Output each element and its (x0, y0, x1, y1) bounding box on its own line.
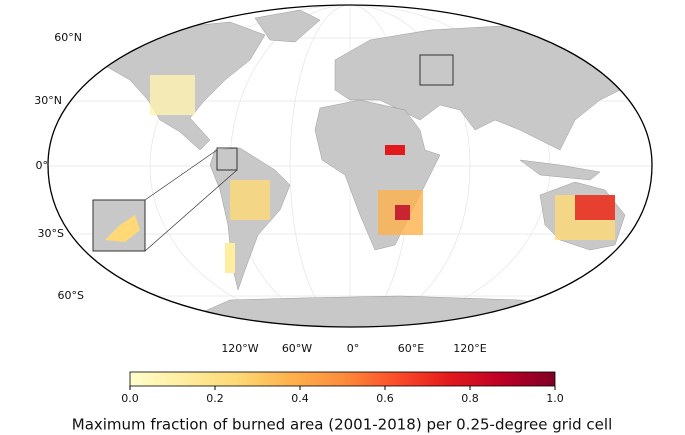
colorbar-gradient (129, 371, 556, 387)
lon-label: 60°E (398, 342, 424, 355)
colorbar-tick-label: 0.8 (461, 392, 479, 405)
lat-label: 30°N (34, 94, 62, 107)
lat-label: 30°S (38, 227, 64, 240)
lon-label: 60°W (282, 342, 312, 355)
inset-line (144, 169, 238, 252)
globe-outline (47, 4, 653, 328)
colorbar-tick-label: 0.6 (376, 392, 394, 405)
inset-burn (105, 215, 140, 242)
land (94, 9, 641, 327)
lat-label: 60°N (54, 31, 82, 44)
colorbar-tick-label: 1.0 (546, 392, 564, 405)
colorbar-tick-label: 0.2 (206, 392, 224, 405)
lon-label: 120°W (221, 342, 258, 355)
colorbar-label: Maximum fraction of burned area (2001-20… (72, 416, 612, 434)
inset-marker (419, 54, 454, 86)
lat-labels: 60°N 30°N 0° 30°S 60°S (34, 31, 84, 302)
map (47, 4, 653, 328)
lat-label: 60°S (58, 289, 84, 302)
colorbar: 0.0 0.2 0.4 0.6 0.8 1.0 (121, 371, 564, 405)
lon-label: 0° (347, 342, 360, 355)
lon-labels: 120°W 60°W 0° 60°E 120°E (221, 342, 486, 355)
colorbar-tick-label: 0.4 (291, 392, 309, 405)
inset-line (144, 149, 218, 201)
lon-label: 120°E (453, 342, 486, 355)
inset-marker (216, 147, 238, 171)
colorbar-tick-label: 0.0 (121, 392, 139, 405)
burned-area-patches (150, 75, 615, 273)
lat-label: 0° (36, 159, 49, 172)
